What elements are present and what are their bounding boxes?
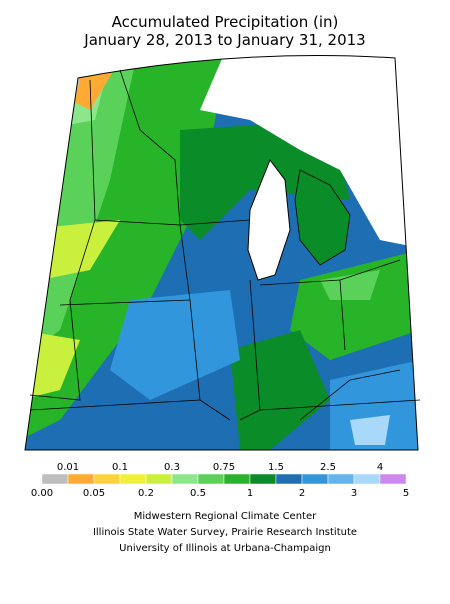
credit: Midwestern Regional Climate Center (134, 511, 317, 522)
title: January 28, 2013 to January 31, 2013 (83, 31, 365, 49)
legend-label: 0.5 (190, 488, 206, 499)
legend-label: 1 (247, 488, 253, 499)
legend-swatch (301, 473, 329, 485)
legend-label: 0.3 (164, 462, 180, 473)
lower-michigan (294, 169, 351, 266)
legend-label: 0.1 (112, 462, 128, 473)
legend-swatch (93, 473, 121, 485)
legend-label: 4 (377, 462, 383, 473)
precip-area (290, 250, 418, 360)
legend-swatch (275, 473, 303, 485)
precip-area (110, 290, 240, 400)
legend-label: 0.05 (83, 488, 105, 499)
legend-label: 1.5 (268, 462, 284, 473)
map (24, 55, 421, 451)
no-data (200, 55, 418, 250)
legend-swatch (379, 473, 407, 485)
legend-swatch (119, 473, 147, 485)
precip-area (350, 415, 390, 445)
credit: University of Illinois at Urbana-Champai… (119, 543, 331, 554)
legend-swatch (41, 473, 69, 485)
legend-label: 2 (299, 488, 305, 499)
precip-area (230, 330, 330, 450)
legend-label: 3 (351, 488, 357, 499)
legend-label: 0.01 (57, 462, 79, 473)
legend-swatch (67, 473, 95, 485)
precip-area (320, 270, 380, 300)
legend-swatch (249, 473, 277, 485)
legend-label: 2.5 (320, 462, 336, 473)
legend-swatch (223, 473, 251, 485)
title: Accumulated Precipitation (in) (112, 13, 339, 31)
legend-swatch (353, 473, 381, 485)
legend-swatch (197, 473, 225, 485)
credit: Illinois State Water Survey, Prairie Res… (93, 527, 357, 538)
legend-label: 5 (403, 488, 409, 499)
legend-swatch (145, 473, 173, 485)
legend-label: 0.00 (31, 488, 53, 499)
legend-label: 0.2 (138, 488, 154, 499)
borders (29, 69, 421, 421)
legend-label: 0.75 (213, 462, 235, 473)
legend-swatch (171, 473, 199, 485)
legend-swatch (327, 473, 355, 485)
lake-michigan (247, 158, 291, 281)
legend: 0.00 0.05 0.2 0.5 1 2 3 5 0.01 0.1 0.3 0.75 1.5 2.5 4 (31, 462, 409, 499)
